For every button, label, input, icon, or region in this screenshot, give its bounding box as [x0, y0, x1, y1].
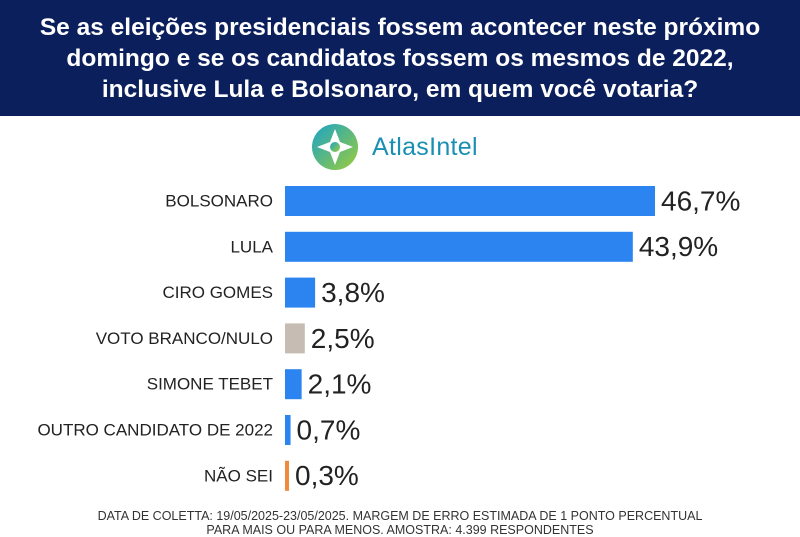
bar-chart: BOLSONARO 46,7% LULA 43,9% CIRO GOMES 3,8% VOT…	[37, 185, 740, 491]
logo-wordmark: AtlasIntel	[372, 133, 478, 162]
value-label: 3,8%	[321, 277, 385, 308]
footnote-line-2: PARA MAIS OU PARA MENOS. AMOSTRA: 4.399 …	[206, 523, 594, 537]
atlasintel-logo: AtlasIntel	[310, 122, 478, 172]
bar-3	[285, 323, 305, 354]
category-label: SIMONE TEBET	[147, 375, 273, 394]
value-label: 0,7%	[297, 414, 361, 445]
chart-title: Se as eleições presidenciais fossem acon…	[39, 13, 761, 103]
bar-4	[285, 369, 302, 400]
compass-logo-icon	[312, 124, 358, 170]
category-label: NÃO SEI	[204, 466, 273, 485]
value-label: 2,5%	[311, 323, 375, 354]
footnote-line-1: DATA DE COLETTA: 19/05/2025-23/05/2025. …	[97, 509, 703, 523]
header-banner: Se as eleições presidenciais fossem acon…	[0, 0, 800, 116]
logo-text-main: Atlas	[372, 132, 430, 161]
category-label: LULA	[230, 237, 273, 256]
category-label: CIRO GOMES	[162, 283, 273, 302]
bar-2	[285, 277, 316, 308]
bar-0	[285, 186, 655, 216]
footnote: DATA DE COLETTA: 19/05/2025-23/05/2025. …	[0, 509, 800, 537]
bar-1	[285, 231, 633, 262]
category-label: BOLSONARO	[165, 191, 273, 210]
value-label: 43,9%	[639, 231, 718, 262]
value-label: 2,1%	[308, 369, 372, 400]
logo-text-secondary: Intel	[429, 132, 478, 161]
bar-6	[285, 460, 289, 491]
value-label: 46,7%	[661, 185, 740, 216]
value-label: 0,3%	[295, 460, 359, 491]
category-label: VOTO BRANCO/NULO	[96, 329, 273, 348]
category-label: OUTRO CANDIDATO DE 2022	[37, 420, 273, 439]
bar-5	[285, 415, 291, 445]
